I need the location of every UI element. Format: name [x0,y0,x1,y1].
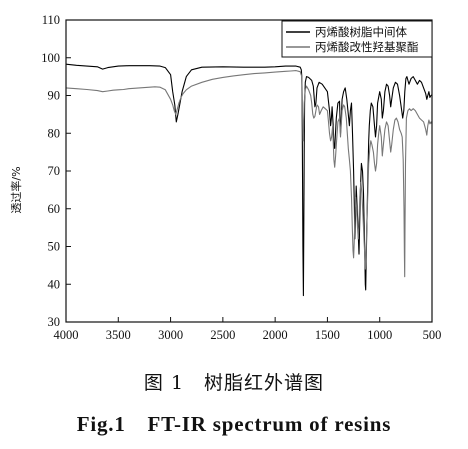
legend-entry: 丙烯酸树脂中间体 [315,25,407,39]
x-tick-label: 3000 [158,328,183,342]
x-tick-label: 1500 [315,328,340,342]
figure-caption-english: Fig.1 FT-IR spectrum of resins [76,412,392,436]
ftir-chart: 4000 3500 3000 2500 2000 1500 1000 500 30 40 50 60 7… [9,13,442,342]
y-tick-label: 50 [48,240,61,254]
legend-entry: 丙烯酸改性羟基聚酯 [315,40,419,54]
y-tick-label: 30 [48,315,61,329]
y-tick-label: 110 [42,13,60,27]
y-axis-label: 透过率/% [9,166,23,213]
y-tick-label: 80 [48,126,61,140]
legend-box [281,20,433,58]
y-tick-label: 40 [48,277,61,291]
x-tick-label: 2000 [263,328,288,342]
plot-frame [65,19,433,323]
x-tick-label: 500 [423,328,442,342]
y-tick-label: 90 [48,89,61,103]
y-tick-label: 70 [48,164,61,178]
x-tick-label: 2500 [210,328,235,342]
series-line-2 [65,70,433,278]
series-line-1 [65,63,433,297]
figure-caption-chinese: 图 1 树脂红外谱图 [143,372,325,394]
x-tick-label: 3500 [106,328,131,342]
y-tick-label: 60 [48,202,61,216]
x-tick-label: 4000 [54,328,79,342]
x-tick-label: 1000 [367,328,392,342]
y-tick-label: 100 [41,51,60,65]
